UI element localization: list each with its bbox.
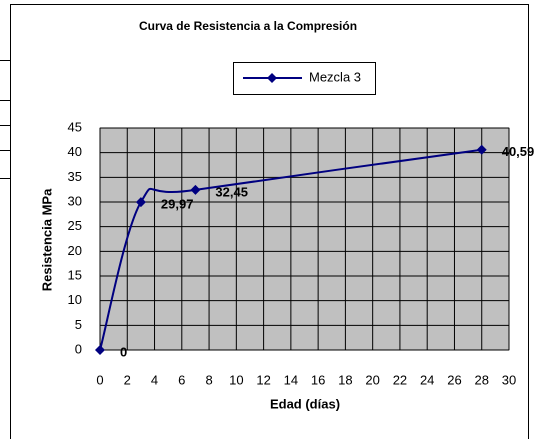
x-tick-label: 26 — [447, 372, 461, 387]
x-tick-label: 18 — [338, 372, 352, 387]
sheet-lines — [0, 60, 10, 179]
legend-marker — [267, 73, 277, 83]
x-tick-label: 20 — [365, 372, 379, 387]
data-point — [95, 345, 105, 355]
chart-title: Curva de Resistencia a la Compresión — [139, 19, 357, 33]
x-tick-label: 24 — [420, 372, 434, 387]
x-tick-label: 22 — [393, 372, 407, 387]
data-point — [135, 197, 146, 208]
y-tick-label: 30 — [68, 193, 82, 208]
y-tick-label: 0 — [75, 341, 82, 356]
y-axis-label: Resistencia MPa — [39, 188, 54, 291]
y-tick-label: 10 — [68, 292, 82, 307]
x-tick-label: 28 — [474, 372, 488, 387]
x-tick-label: 10 — [229, 372, 243, 387]
x-axis-label: Edad (días) — [270, 396, 340, 411]
y-tick-label: 20 — [68, 243, 82, 258]
y-tick-label: 25 — [68, 218, 82, 233]
y-tick-label: 15 — [68, 267, 82, 282]
x-tick-label: 4 — [151, 372, 158, 387]
y-tick-label: 35 — [68, 169, 82, 184]
x-tick-label: 2 — [124, 372, 131, 387]
data-label: 29,97 — [161, 197, 194, 212]
y-tick-label: 40 — [68, 144, 82, 159]
plot-area — [99, 127, 510, 351]
y-tick-label: 45 — [68, 119, 82, 134]
data-point — [476, 144, 487, 155]
data-label: 0 — [120, 344, 127, 359]
series-line — [99, 148, 482, 351]
x-tick-label: 30 — [502, 372, 516, 387]
data-label: 32,45 — [215, 184, 248, 199]
x-tick-label: 16 — [311, 372, 325, 387]
x-tick-label: 6 — [178, 372, 185, 387]
data-label: 40,59 — [502, 144, 535, 159]
x-tick-label: 14 — [284, 372, 298, 387]
data-point — [190, 184, 201, 195]
y-tick-label: 5 — [75, 317, 82, 332]
x-tick-label: 0 — [96, 372, 103, 387]
legend-label: Mezcla 3 — [309, 69, 361, 84]
x-tick-label: 8 — [205, 372, 212, 387]
x-tick-label: 12 — [256, 372, 270, 387]
